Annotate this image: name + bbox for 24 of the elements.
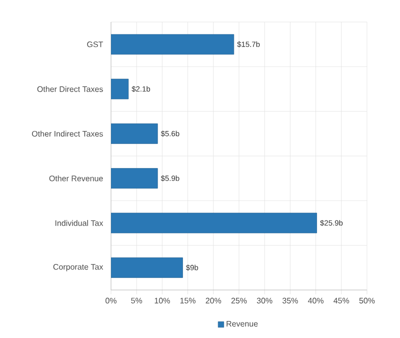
y-tick-label: Individual Tax [55,220,104,226]
bar [111,257,183,278]
y-tick-label: Other Direct Taxes [37,86,103,92]
x-tick-label: 40% [308,298,324,304]
bar [111,168,158,189]
bar [111,78,129,100]
legend-label: Revenue [226,320,258,327]
x-tick-label: 25% [231,298,247,304]
x-tick-label: 15% [180,298,196,304]
x-tick-label: 30% [256,298,272,304]
y-tick-label: GST [87,42,104,48]
bar [111,123,158,144]
x-tick-label: 10% [154,298,170,304]
bar [111,34,234,55]
y-tick-label: Other Indirect Taxes [32,130,103,137]
x-tick-label: 35% [282,298,298,304]
x-tick-label: 5% [131,298,142,304]
x-tick-label: 50% [359,298,375,304]
y-tick-label: Corporate Tax [53,264,104,272]
x-tick-label: 45% [334,298,350,304]
x-tick-label: 20% [206,298,222,304]
y-tick-label: Other Revenue [49,175,103,182]
x-tick-label: 0% [106,298,116,304]
bar [111,212,318,234]
